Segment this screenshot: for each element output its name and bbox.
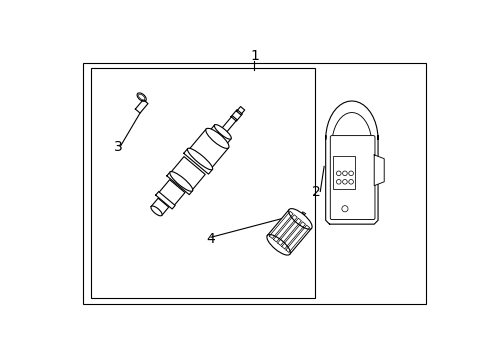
Ellipse shape [288,208,311,229]
Polygon shape [373,155,384,186]
Polygon shape [185,129,228,172]
Ellipse shape [214,125,231,139]
Ellipse shape [151,206,162,216]
Ellipse shape [266,235,290,255]
Polygon shape [208,125,231,146]
Ellipse shape [187,148,212,170]
Text: 3: 3 [114,140,122,154]
Bar [333,156,354,189]
Polygon shape [231,109,242,121]
Ellipse shape [169,172,192,191]
Polygon shape [135,100,148,113]
Bar [83,63,425,304]
Polygon shape [166,172,192,195]
FancyBboxPatch shape [329,136,374,220]
Polygon shape [151,198,168,215]
Polygon shape [267,210,311,254]
Polygon shape [155,192,175,209]
Text: 2: 2 [311,185,320,198]
Polygon shape [325,101,377,224]
Text: 1: 1 [249,49,258,63]
Ellipse shape [137,93,146,101]
Ellipse shape [138,94,144,100]
Polygon shape [218,116,237,136]
Polygon shape [236,107,244,115]
Bar [90,68,314,298]
Ellipse shape [205,128,228,148]
Text: 4: 4 [206,231,215,246]
Polygon shape [169,157,205,192]
Polygon shape [183,149,212,174]
Polygon shape [158,180,184,207]
Circle shape [341,206,347,212]
